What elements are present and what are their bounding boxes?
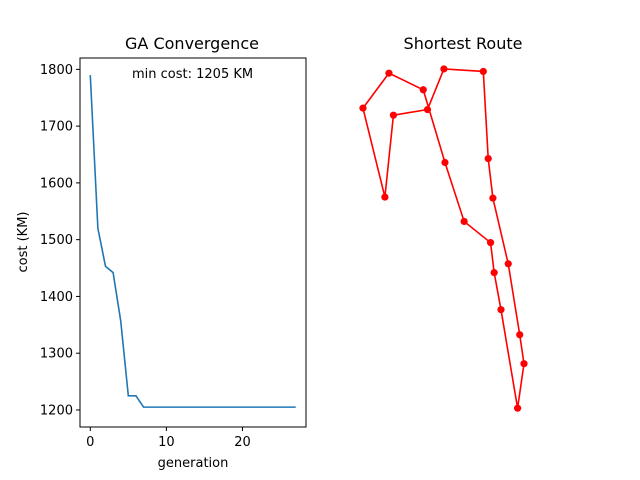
route-points	[359, 65, 528, 412]
min-cost-annotation: min cost: 1205 KM	[132, 67, 253, 82]
x-tick-label: 0	[86, 435, 94, 450]
convergence-title: GA Convergence	[125, 34, 259, 53]
route-city-point	[514, 404, 522, 412]
route-city-point	[440, 65, 448, 73]
route-city-point	[419, 86, 427, 94]
x-tick-label: 10	[158, 435, 175, 450]
y-tick-label: 1200	[40, 403, 73, 418]
route-city-point	[385, 69, 393, 77]
route-title: Shortest Route	[404, 34, 523, 53]
route-city-point	[489, 194, 497, 202]
route-city-point	[423, 105, 432, 114]
route-city-point	[381, 193, 389, 201]
y-tick-label: 1800	[40, 63, 73, 78]
convergence-x-axis-label: generation	[158, 456, 229, 471]
route-city-point	[497, 306, 505, 314]
y-tick-label: 1300	[40, 347, 73, 362]
y-tick-label: 1600	[40, 176, 73, 191]
route-path	[362, 68, 525, 409]
convergence-chart: GA Convergence 1200130014001500160017001…	[16, 34, 307, 471]
y-tick-label: 1700	[40, 120, 73, 135]
route-city-point	[520, 360, 528, 368]
route-city-point	[504, 260, 512, 268]
y-tick-label: 1500	[40, 233, 73, 248]
route-city-point	[486, 239, 495, 247]
y-tick-label: 1400	[40, 290, 73, 305]
route-city-point	[484, 155, 492, 163]
convergence-plot-frame	[79, 57, 307, 428]
route-city-point	[479, 67, 487, 76]
route-city-point	[516, 331, 524, 339]
route-city-point	[490, 269, 498, 277]
convergence-y-axis-label: cost (KM)	[16, 212, 31, 273]
route-city-point	[359, 104, 367, 112]
route-city-point	[441, 158, 449, 167]
route-city-point	[389, 111, 398, 119]
convergence-y-ticks: 1200 1300 1400 1500 1600 1700 1800	[40, 63, 80, 418]
route-city-point	[460, 217, 468, 226]
convergence-line	[89, 74, 296, 408]
route-chart: Shortest Route	[359, 34, 528, 412]
x-tick-label: 20	[234, 435, 251, 450]
convergence-x-ticks: 0 10 20	[86, 427, 251, 450]
